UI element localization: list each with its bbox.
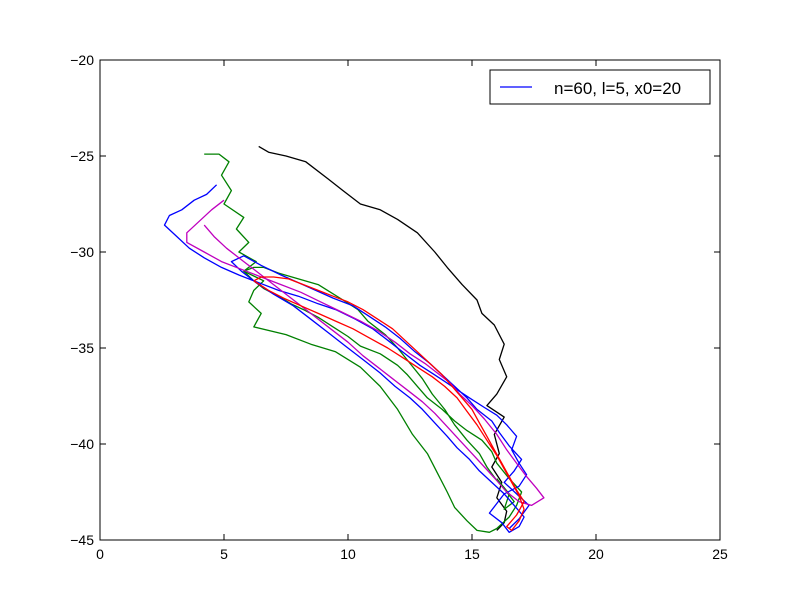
y-tick-label: −35 [70, 340, 94, 356]
x-tick-label: 15 [464, 546, 480, 562]
ticks-layer: 0 5 10 15 20 25 −45 −40 −35 −30 −25 −20 [70, 52, 728, 562]
y-tick-label: −30 [70, 244, 94, 260]
legend: n=60, l=5, x0=20 [489, 69, 711, 105]
plot-frame [99, 59, 721, 541]
x-tick-label: 20 [588, 546, 604, 562]
x-tick-label: 0 [96, 546, 104, 562]
y-tick-label: −20 [70, 52, 94, 68]
plot-area [100, 60, 720, 540]
series-layer [163, 145, 545, 533]
y-tick-label: −40 [70, 436, 94, 452]
series-line-4 [253, 276, 525, 532]
y-tick-label: −45 [70, 532, 94, 548]
series-line-3 [186, 199, 545, 507]
series-line-0 [258, 145, 508, 531]
x-tick-label: 25 [712, 546, 728, 562]
x-tick-label: 10 [340, 546, 356, 562]
y-tick-label: −25 [70, 148, 94, 164]
legend-label: n=60, l=5, x0=20 [554, 79, 681, 98]
series-line-1 [204, 153, 523, 533]
x-tick-label: 5 [220, 546, 228, 562]
